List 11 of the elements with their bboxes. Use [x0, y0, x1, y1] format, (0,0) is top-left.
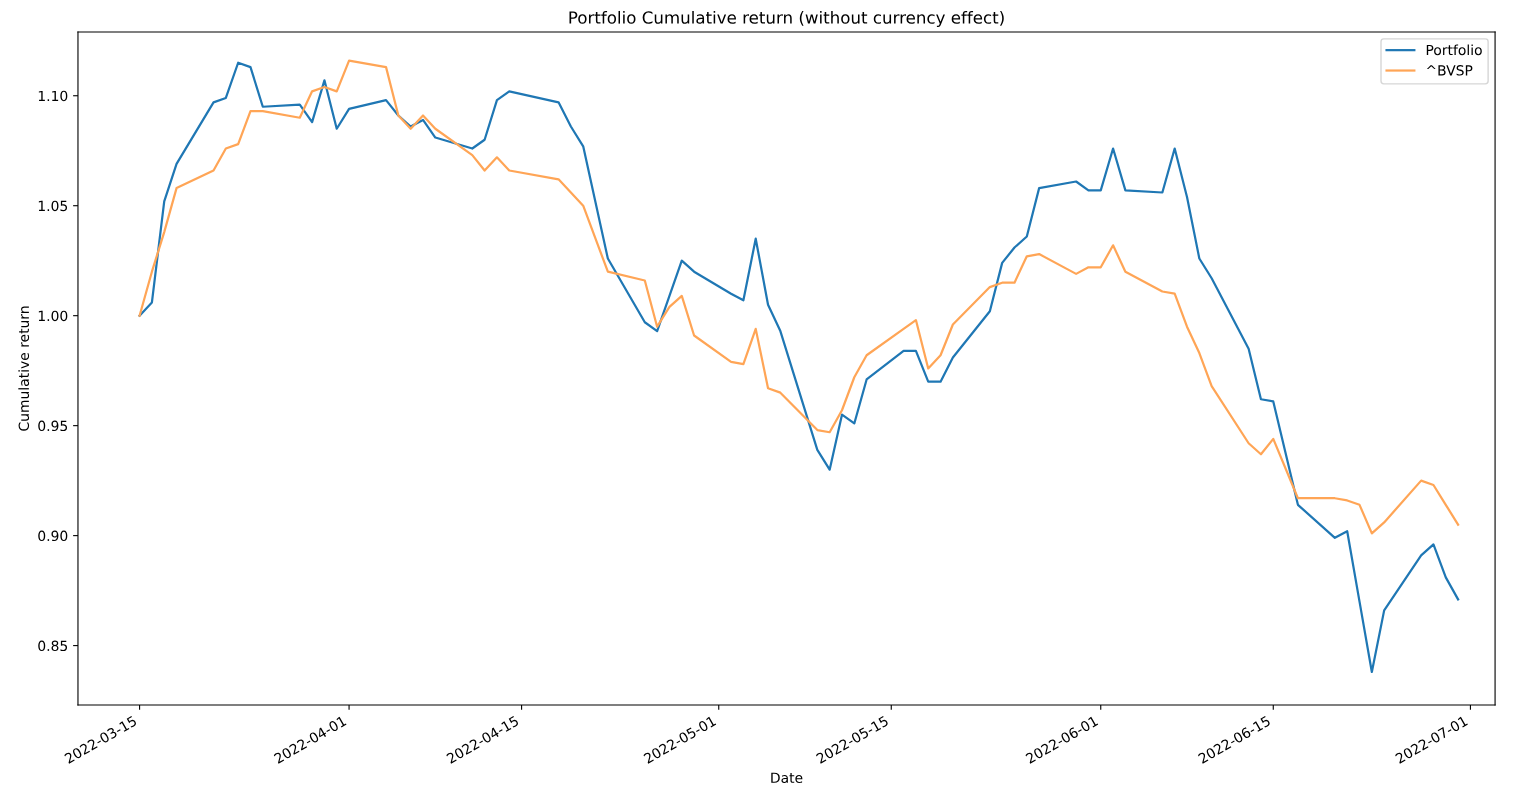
y-tick-label: 0.90 — [38, 530, 68, 542]
x-axis-title: Date — [771, 772, 803, 783]
y-tick-label: 0.85 — [38, 640, 68, 652]
y-axis-title: Cumulative return — [18, 306, 30, 431]
y-tick-label: 1.00 — [38, 310, 68, 322]
y-tick-label: 1.05 — [38, 200, 68, 212]
y-tick-label: 1.10 — [38, 90, 68, 102]
y-tick-label: 0.95 — [38, 420, 68, 432]
legend-label: Portfolio — [1426, 44, 1482, 56]
chart-title: Portfolio Cumulative return (without currency effect) — [569, 10, 1004, 28]
legend-label: ^BVSP — [1426, 65, 1473, 76]
